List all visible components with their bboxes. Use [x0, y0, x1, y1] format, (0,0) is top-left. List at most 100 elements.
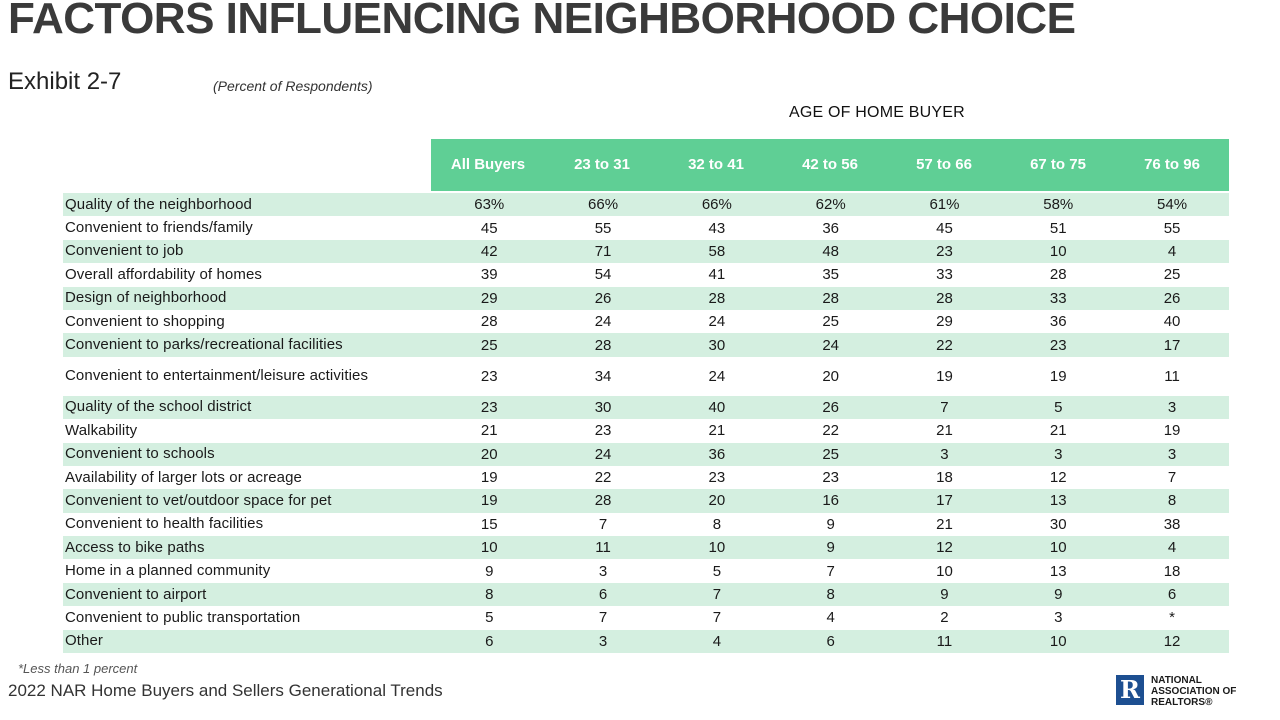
- column-header: 57 to 66: [916, 156, 972, 173]
- table-cell: 21: [1049, 422, 1067, 440]
- table-cell: 25: [822, 445, 839, 463]
- row-label: Design of neighborhood: [65, 289, 227, 307]
- table-cell: 15: [480, 515, 498, 533]
- table-cell: 38: [1163, 515, 1181, 533]
- logo-line: NATIONAL: [1151, 675, 1202, 686]
- table-cell: 41: [708, 266, 726, 284]
- table-row: Convenient to parks/recreational facilit…: [63, 333, 1229, 357]
- table-cell: 26: [1163, 289, 1181, 307]
- table-cell: 12: [936, 539, 953, 557]
- table-cell: 10: [1049, 539, 1067, 557]
- table-cell: 18: [1163, 562, 1181, 580]
- table-cell: 21: [936, 515, 953, 533]
- table-cell: 34: [594, 367, 612, 385]
- table-cell: 20: [708, 492, 726, 510]
- table-cell: 2: [940, 609, 949, 627]
- table-cell: 30: [708, 336, 726, 354]
- table-row: Other 6 3 4 6 11 10 12: [63, 629, 1229, 654]
- table-row: Design of neighborhood 29 26 28 28 28 33 26: [63, 286, 1229, 310]
- table-cell: 36: [1049, 313, 1067, 331]
- table-row: Quality of the neighborhood 63% 66% 66% 62% 6…: [63, 193, 1229, 217]
- table-cell: 11: [595, 539, 611, 557]
- table-cell: 12: [1049, 469, 1067, 487]
- table-row: Convenient to schools 20 24 36 25 3 3 3: [63, 442, 1229, 466]
- table-cell: 66%: [701, 196, 732, 214]
- table-cell: 48: [822, 242, 839, 260]
- table-cell: 4: [826, 609, 835, 627]
- table-row: Quality of the school district 23 30 40 26 7 5…: [63, 395, 1229, 420]
- table-cell: 28: [594, 336, 612, 354]
- row-label: Convenient to parks/recreational facilit…: [65, 336, 343, 354]
- column-header: 32 to 41: [688, 156, 744, 173]
- column-header: 23 to 31: [574, 156, 630, 173]
- table-cell: 21: [936, 422, 953, 440]
- table-row: Walkability 21 23 21 22 21 21 19: [63, 419, 1229, 443]
- column-header: 76 to 96: [1144, 156, 1200, 173]
- row-label: Other: [65, 632, 104, 650]
- table-cell: 62%: [815, 196, 846, 214]
- table-cell: 22: [822, 422, 839, 440]
- table-cell: 66%: [588, 196, 619, 214]
- table-cell: 5: [712, 562, 722, 580]
- table-cell: 10: [936, 562, 953, 580]
- row-label: Availability of larger lots or acreage: [65, 468, 302, 486]
- row-label: Home in a planned community: [65, 562, 271, 580]
- table-row: Access to bike paths 10 11 10 9 12 10 4: [63, 536, 1229, 560]
- footnote: *Less than 1 percent: [18, 661, 138, 676]
- page-title: FACTORS INFLUENCING NEIGHBORHOOD CHOICE: [8, 0, 1076, 43]
- table-cell: 7: [940, 398, 949, 416]
- table-cell: 3: [1054, 609, 1063, 627]
- row-label: Convenient to entertainment/leisure acti…: [65, 367, 369, 385]
- row-label: Convenient to airport: [65, 585, 207, 603]
- table-cell: 5: [485, 609, 494, 627]
- table-cell: 30: [1049, 515, 1067, 533]
- table-cell: 25: [1163, 266, 1181, 284]
- table-cell: 3: [1054, 445, 1063, 463]
- table-cell: 3: [1167, 445, 1177, 463]
- table-cell: 6: [485, 632, 494, 650]
- table-cell: 11: [936, 632, 953, 650]
- table-cell: 23: [480, 367, 498, 385]
- table-cell: 10: [480, 539, 498, 557]
- table-row: Availability of larger lots or acreage 19…: [63, 465, 1229, 490]
- table-cell: 8: [1167, 492, 1177, 510]
- logo-text: NATIONAL ASSOCIATION OF REALTORS®: [1151, 675, 1236, 708]
- table-cell: 10: [708, 539, 726, 557]
- table-cell: 33: [936, 266, 953, 284]
- table-cell: 43: [708, 219, 726, 237]
- table-cell: 19: [936, 367, 953, 385]
- table-cell: 25: [480, 336, 498, 354]
- table-cell: 12: [1163, 632, 1181, 650]
- row-label: Convenient to job: [65, 242, 184, 260]
- nar-logo: R NATIONAL ASSOCIATION OF REALTORS®: [1116, 675, 1236, 708]
- table-cell: 55: [594, 219, 612, 237]
- table-cell: 17: [936, 492, 953, 510]
- table-cell: 36: [708, 445, 726, 463]
- table-cell: 24: [594, 313, 612, 331]
- table-cell: 24: [822, 336, 839, 354]
- table-cell: 8: [712, 515, 722, 533]
- table-cell: 22: [936, 336, 953, 354]
- table-cell: 13: [1049, 562, 1067, 580]
- table-cell: 28: [594, 492, 612, 510]
- table-cell: 7: [712, 586, 722, 604]
- table-cell: 20: [822, 367, 839, 385]
- table-cell: 4: [1167, 242, 1177, 260]
- realtor-r-icon: R: [1116, 675, 1144, 705]
- table-cell: 13: [1049, 492, 1067, 510]
- table-cell: 9: [826, 539, 835, 557]
- table-cell: 54%: [1157, 196, 1188, 214]
- table-cell: 28: [480, 313, 498, 331]
- column-header: 67 to 75: [1030, 156, 1086, 173]
- table-cell: 3: [598, 632, 608, 650]
- table-cell: 39: [480, 266, 498, 284]
- row-label: Overall affordability of homes: [65, 265, 262, 283]
- table-cell: 23: [936, 242, 953, 260]
- table-cell: 17: [1163, 336, 1181, 354]
- table-cell: *: [1169, 609, 1175, 627]
- table-row: Convenient to friends/family 45 55 43 36 45 51…: [63, 216, 1229, 240]
- row-label: Quality of the school district: [65, 398, 252, 416]
- table-cell: 28: [708, 289, 726, 307]
- table-cell: 8: [826, 586, 835, 604]
- table-cell: 63%: [474, 196, 505, 214]
